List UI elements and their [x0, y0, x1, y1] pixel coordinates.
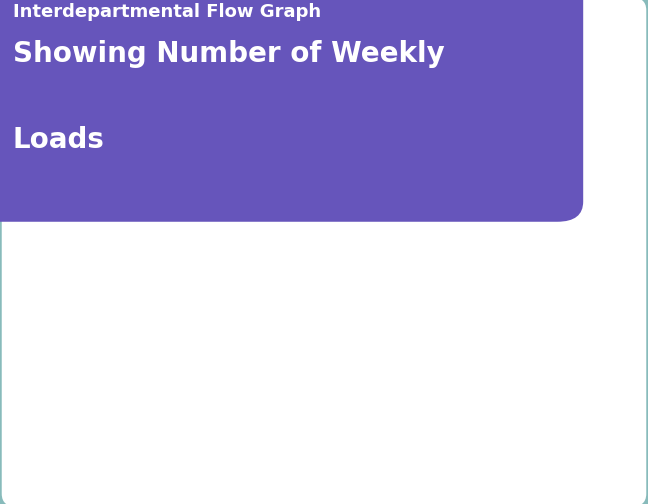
Ellipse shape: [286, 128, 368, 175]
Text: 5: 5: [321, 384, 334, 402]
Text: 10: 10: [216, 293, 239, 311]
Text: 100: 100: [439, 124, 474, 143]
Text: Showing Number of Weekly: Showing Number of Weekly: [13, 40, 445, 69]
Text: 20: 20: [264, 243, 288, 261]
Text: Interdepartmental Flow Graph: Interdepartmental Flow Graph: [13, 3, 321, 21]
Text: 3: 3: [550, 142, 562, 160]
Ellipse shape: [64, 128, 145, 175]
Text: 50: 50: [60, 263, 82, 281]
Text: Loads: Loads: [13, 126, 105, 154]
Text: 100: 100: [572, 263, 607, 281]
Text: 30: 30: [316, 26, 339, 44]
Text: 1: 1: [321, 142, 334, 160]
Text: 20: 20: [454, 263, 478, 281]
Ellipse shape: [515, 369, 597, 417]
Ellipse shape: [64, 369, 145, 417]
Text: 4: 4: [98, 384, 111, 402]
FancyArrowPatch shape: [107, 83, 554, 150]
Text: 6: 6: [550, 384, 562, 402]
Text: 50: 50: [192, 124, 215, 143]
Text: 2: 2: [98, 142, 111, 160]
Text: 50: 50: [204, 417, 227, 435]
Ellipse shape: [515, 128, 597, 175]
Ellipse shape: [286, 369, 368, 417]
